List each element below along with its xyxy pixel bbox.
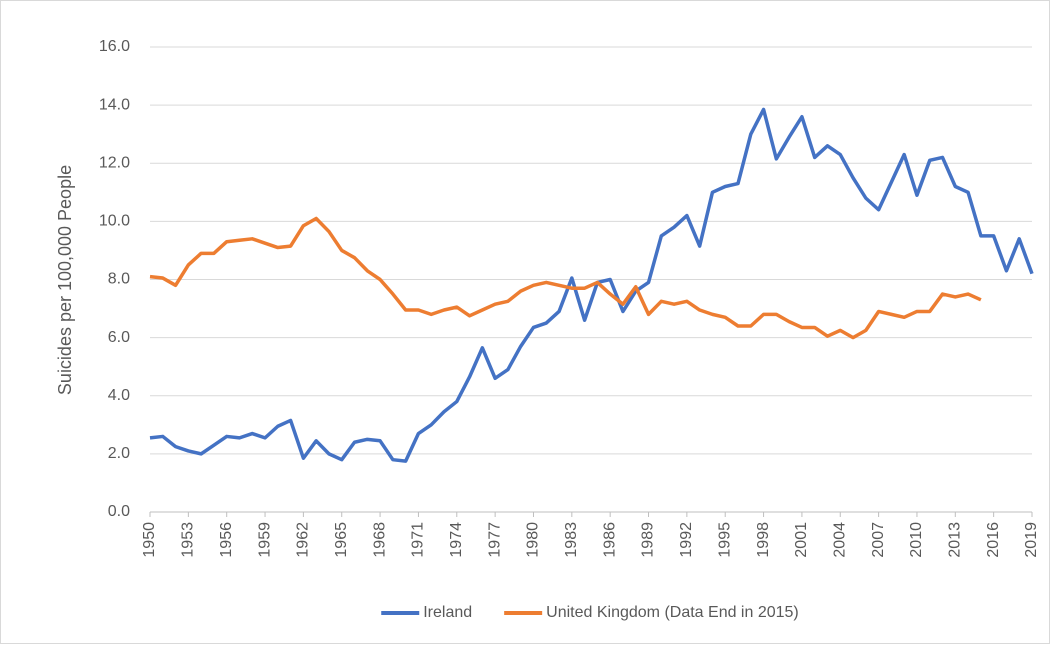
x-tick-label: 2007 [870, 522, 887, 558]
x-tick-label: 2010 [908, 522, 925, 558]
y-tick-label: 2.0 [108, 445, 130, 462]
x-tick-label: 2013 [947, 522, 964, 558]
x-tick-label: 1986 [601, 522, 618, 558]
y-tick-label: 8.0 [108, 271, 130, 288]
y-tick-label: 16.0 [99, 38, 130, 55]
x-tick-label: 1956 [218, 522, 235, 558]
series-line [149, 107, 1034, 463]
legend-label: United Kingdom (Data End in 2015) [546, 604, 799, 621]
x-tick-label: 1998 [755, 522, 772, 558]
x-tick-label: 1974 [448, 522, 465, 558]
x-tick-label: 1980 [525, 522, 542, 558]
x-tick-label: 2019 [1023, 522, 1040, 558]
x-tick-label: 1977 [486, 522, 503, 558]
x-tick-label: 2001 [793, 522, 810, 558]
x-tick-label: 1995 [716, 522, 733, 558]
y-tick-label: 6.0 [108, 329, 130, 346]
y-tick-label: 12.0 [99, 154, 130, 171]
x-tick-label: 1968 [371, 522, 388, 558]
x-tick-label: 1971 [410, 522, 427, 558]
x-tick-label: 2004 [831, 522, 848, 558]
y-axis-label: Suicides per 100,000 People [55, 165, 75, 395]
x-tick-label: 1965 [333, 522, 350, 558]
y-tick-label: 10.0 [99, 213, 130, 230]
x-tick-label: 1950 [141, 522, 158, 558]
legend-label: Ireland [423, 604, 472, 621]
x-tick-label: 1992 [678, 522, 695, 558]
y-tick-label: 4.0 [108, 387, 130, 404]
x-tick-label: 1989 [640, 522, 657, 558]
x-tick-label: 2016 [985, 522, 1002, 558]
x-tick-label: 1983 [563, 522, 580, 558]
x-tick-label: 1953 [180, 522, 197, 558]
x-tick-label: 1962 [295, 522, 312, 558]
series-line [149, 216, 982, 340]
x-tick-label: 1959 [256, 522, 273, 558]
y-tick-label: 14.0 [99, 96, 130, 113]
y-tick-label: 0.0 [108, 503, 130, 520]
